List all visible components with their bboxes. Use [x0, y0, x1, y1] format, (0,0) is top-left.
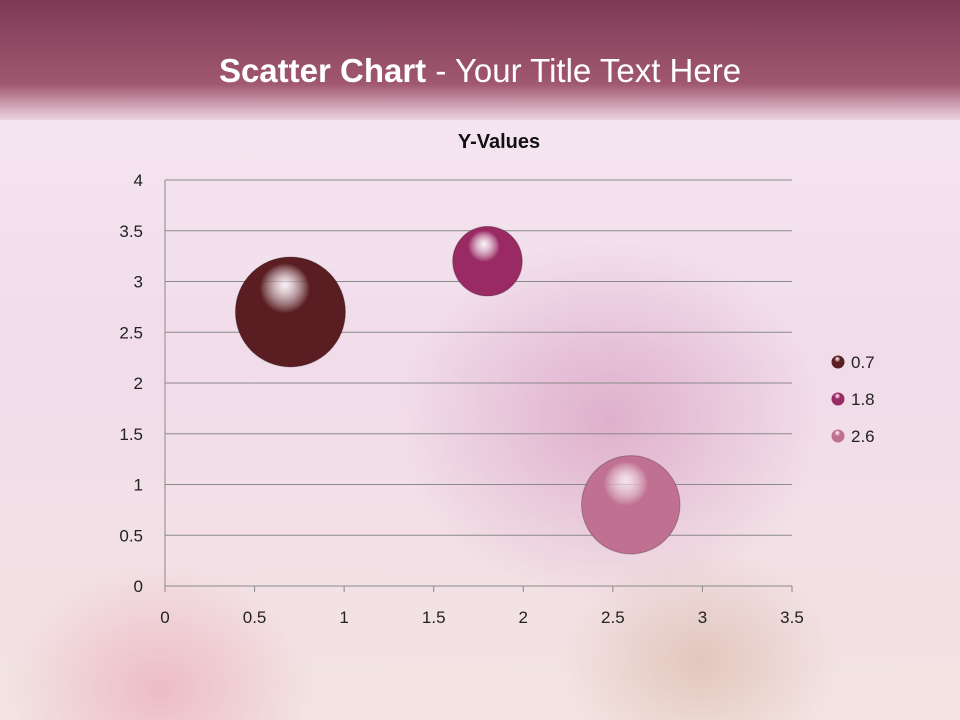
title-banner: [0, 0, 960, 120]
y-tick-label: 2.5: [119, 323, 143, 342]
legend-label: 2.6: [851, 427, 875, 446]
x-tick-label: 1.5: [422, 608, 446, 627]
y-tick-label: 3: [134, 273, 143, 292]
slide-title-rest: - Your Title Text Here: [426, 52, 742, 89]
legend-label: 0.7: [851, 353, 875, 372]
legend-marker: [831, 392, 845, 406]
x-tick-label: 0: [160, 608, 169, 627]
chart-title: Y-Values: [458, 131, 540, 153]
y-tick-label: 2: [134, 374, 143, 393]
y-tick-label: 1.5: [119, 425, 143, 444]
x-tick-label: 3: [698, 608, 707, 627]
x-tick-label: 2: [519, 608, 528, 627]
y-tick-label: 1: [134, 476, 143, 495]
x-tick-label: 2.5: [601, 608, 625, 627]
bubble-point: [581, 455, 681, 555]
legend-marker: [831, 429, 845, 443]
legend-label: 1.8: [851, 390, 875, 409]
x-tick-label: 1: [339, 608, 348, 627]
slide-title: Scatter Chart - Your Title Text Here: [0, 52, 960, 90]
y-tick-label: 0.5: [119, 526, 143, 545]
x-tick-label: 3.5: [780, 608, 804, 627]
bubble-point: [234, 256, 346, 368]
y-tick-label: 3.5: [119, 222, 143, 241]
slide-title-bold: Scatter Chart: [218, 52, 427, 89]
legend-marker: [831, 355, 845, 369]
y-tick-label: 4: [134, 171, 143, 190]
x-tick-label: 0.5: [243, 608, 267, 627]
y-tick-label: 0: [134, 577, 143, 596]
bubble-point: [452, 225, 523, 297]
